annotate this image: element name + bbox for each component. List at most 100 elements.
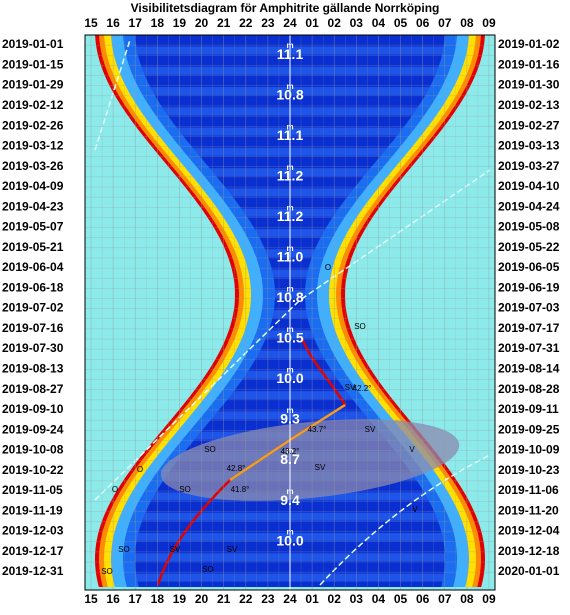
hour-label-top: 08 [460, 16, 474, 30]
magnitude-unit: m [286, 203, 293, 212]
plot-area [84, 34, 496, 591]
magnitude-unit: m [286, 82, 293, 91]
date-label-left: 2019-06-04 [2, 260, 64, 274]
elevation-label: 42.2° [353, 384, 372, 393]
date-label-right: 2019-01-02 [498, 37, 560, 51]
date-label-left: 2019-11-05 [2, 483, 63, 497]
date-label-right: 2019-04-24 [498, 199, 560, 213]
hour-label-top: 04 [372, 16, 386, 30]
hour-label-top: 18 [151, 16, 165, 30]
magnitude-label: 8.7 [280, 451, 300, 467]
date-label-left: 2019-03-26 [2, 159, 64, 173]
hour-label-top: 05 [394, 16, 408, 30]
date-label-left: 2019-10-22 [2, 463, 64, 477]
hour-label-bottom: 03 [350, 592, 364, 606]
visibility-region [160, 419, 460, 501]
hour-label-top: 15 [84, 16, 98, 30]
direction-label: V [412, 505, 418, 514]
date-label-right: 2019-03-27 [498, 159, 560, 173]
date-label-left: 2019-02-12 [2, 98, 64, 112]
magnitude-unit: m [286, 487, 293, 496]
hour-label-top: 23 [261, 16, 275, 30]
magnitude-label: 11.1 [277, 46, 304, 62]
date-label-right: 2019-02-27 [498, 118, 560, 132]
moon-line [94, 39, 131, 151]
hour-label-top: 22 [239, 16, 253, 30]
date-label-left: 2019-01-15 [2, 57, 64, 71]
direction-label: SO [354, 322, 366, 331]
date-label-right: 2019-06-19 [498, 280, 560, 294]
direction-label: SV [170, 545, 181, 554]
date-label-left: 2019-04-09 [2, 179, 64, 193]
date-label-right: 2019-11-20 [498, 503, 559, 517]
hour-label-bottom: 20 [195, 592, 209, 606]
direction-label: SV [227, 545, 238, 554]
magnitude-unit: m [286, 163, 293, 172]
date-label-right: 2019-07-31 [498, 341, 560, 355]
hour-label-top: 01 [305, 16, 319, 30]
date-label-right: 2019-11-06 [498, 483, 559, 497]
date-label-right: 2019-04-10 [498, 179, 560, 193]
magnitude-unit: m [286, 325, 293, 334]
direction-label: SO [204, 445, 216, 454]
date-label-left: 2019-05-07 [2, 220, 64, 234]
hour-label-top: 19 [173, 16, 187, 30]
date-label-right: 2019-12-04 [498, 524, 560, 538]
date-label-left: 2019-06-18 [2, 280, 64, 294]
magnitude-unit: m [286, 284, 293, 293]
hour-label-bottom: 05 [394, 592, 408, 606]
hour-label-bottom: 02 [328, 592, 342, 606]
date-label-left: 2019-12-17 [2, 544, 64, 558]
hour-label-bottom: 07 [438, 592, 452, 606]
date-label-left: 2019-05-21 [2, 240, 64, 254]
hour-label-bottom: 16 [106, 592, 120, 606]
hour-label-top: 07 [438, 16, 452, 30]
hour-label-bottom: 21 [217, 592, 231, 606]
date-label-right: 2019-12-18 [498, 544, 560, 558]
date-label-right: 2019-10-23 [498, 463, 560, 477]
object-path [156, 337, 347, 586]
date-label-right: 2019-10-09 [498, 443, 560, 457]
date-label-right: 2019-08-28 [498, 382, 560, 396]
hour-label-top: 16 [106, 16, 120, 30]
date-label-right: 2019-05-08 [498, 220, 560, 234]
date-label-left: 2019-01-01 [2, 37, 64, 51]
hour-label-bottom: 24 [283, 592, 297, 606]
direction-label: SV [315, 463, 326, 472]
date-label-left: 2019-11-19 [2, 503, 63, 517]
date-label-right: 2019-05-22 [498, 240, 560, 254]
hour-label-top: 06 [416, 16, 430, 30]
hour-label-top: 20 [195, 16, 209, 30]
hour-label-bottom: 15 [84, 592, 98, 606]
magnitude-label: 11.2 [277, 167, 304, 183]
elevation-label: 42.8° [227, 464, 246, 473]
hour-label-bottom: 09 [482, 592, 496, 606]
plot-frame [84, 34, 496, 591]
date-label-right: 2019-09-11 [498, 402, 559, 416]
magnitude-label: 11.2 [277, 208, 304, 224]
magnitude-label: 10.8 [276, 86, 303, 102]
date-label-left: 2019-10-08 [2, 443, 64, 457]
magnitude-unit: m [286, 244, 293, 253]
magnitude-label: 10.0 [276, 532, 303, 548]
date-label-right: 2019-09-25 [498, 422, 560, 436]
hour-label-bottom: 18 [151, 592, 165, 606]
chart-title: Visibilitetsdiagram för Amphitrite gälla… [131, 1, 440, 15]
date-label-left: 2019-09-24 [2, 422, 64, 436]
moon-line [94, 169, 491, 501]
date-label-right: 2019-08-14 [498, 361, 560, 375]
magnitude-unit: m [286, 528, 293, 537]
direction-label: O [137, 465, 143, 474]
hour-label-top: 02 [328, 16, 342, 30]
elevation-label: 43.7° [308, 425, 327, 434]
elevation-label: 43.2° [281, 447, 300, 456]
hour-label-bottom: 01 [305, 592, 319, 606]
date-label-right: 2019-01-16 [498, 57, 560, 71]
direction-label: SO [101, 567, 113, 576]
magnitude-label: 9.4 [280, 492, 300, 508]
date-label-left: 2019-09-10 [2, 402, 64, 416]
hour-label-bottom: 19 [173, 592, 187, 606]
date-label-left: 2019-03-12 [2, 139, 64, 153]
date-label-left: 2019-08-27 [2, 382, 64, 396]
